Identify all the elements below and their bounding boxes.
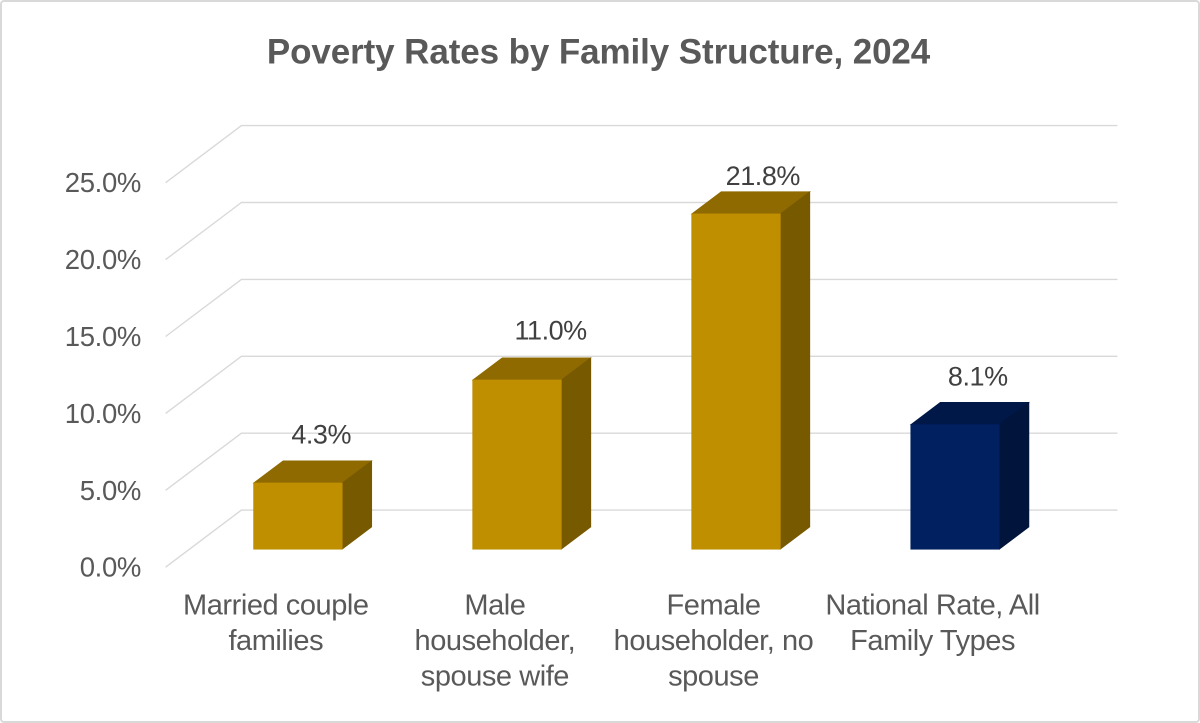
svg-text:Poverty Rates by Family Struct: Poverty Rates by Family Structure, 2024 [267, 32, 931, 71]
svg-text:10.0%: 10.0% [65, 398, 141, 429]
svg-text:families: families [228, 625, 323, 657]
svg-text:0.0%: 0.0% [80, 552, 141, 583]
svg-text:11.0%: 11.0% [514, 316, 587, 346]
svg-text:householder,: householder, [415, 625, 576, 657]
svg-text:8.1%: 8.1% [948, 362, 1008, 392]
svg-text:spouse: spouse [668, 660, 759, 692]
svg-text:Male: Male [464, 590, 525, 622]
svg-text:Female: Female [667, 590, 761, 622]
svg-text:5.0%: 5.0% [80, 475, 141, 506]
svg-text:21.8%: 21.8% [726, 161, 801, 191]
svg-text:Married couple: Married couple [183, 590, 369, 622]
svg-text:20.0%: 20.0% [65, 244, 141, 275]
svg-text:spouse wife: spouse wife [421, 660, 569, 692]
svg-text:4.3%: 4.3% [291, 420, 351, 450]
svg-text:25.0%: 25.0% [65, 167, 141, 198]
svg-text:householder, no: householder, no [614, 625, 814, 657]
svg-text:15.0%: 15.0% [65, 321, 141, 352]
svg-text:Family Types: Family Types [850, 625, 1015, 657]
svg-text:National Rate, All: National Rate, All [825, 590, 1039, 622]
